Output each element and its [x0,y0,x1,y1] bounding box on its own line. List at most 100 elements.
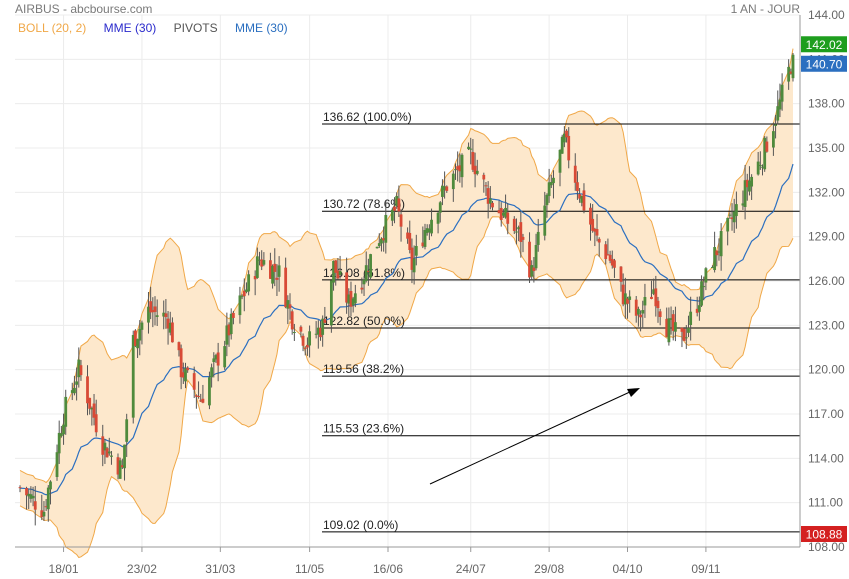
candle-body [260,259,264,267]
candle [414,234,418,266]
candle [140,320,144,345]
candle [366,258,370,286]
candle-body [467,146,470,150]
candle-body [27,493,31,497]
candle [719,223,723,271]
candle [57,420,61,464]
candle [604,241,608,265]
candle-body [347,294,351,304]
candle-body [515,231,518,233]
candle-body [353,293,357,304]
candle [86,365,89,416]
legend-mme-1[interactable]: MME (30) [103,21,157,35]
candle [382,226,386,252]
candle-body [458,165,462,172]
candle [275,264,279,297]
candle [613,258,616,278]
candle [521,233,525,253]
candle [471,139,475,173]
candle [62,413,65,445]
candle [741,190,745,210]
candle [338,255,342,279]
candle-body [573,165,577,183]
candle [79,359,83,381]
candle [216,342,220,382]
candle-body [695,308,699,313]
candle-body [441,185,444,197]
candle-body [567,135,571,161]
candle [323,306,327,324]
candle-body [719,231,723,257]
candle-body [375,246,379,249]
candle [147,291,150,334]
candle [64,389,68,435]
candle [49,480,52,505]
candle-body [582,190,586,211]
candle-body [730,217,734,220]
candle-body [197,396,200,398]
candle-body [18,487,22,489]
mme-30-line [19,163,794,496]
candle [626,296,629,319]
legend-mme-2[interactable]: MME (30) [234,21,288,35]
x-tick-label: 18/01 [49,562,79,576]
candle [214,353,218,363]
candle [199,393,203,402]
candle-body [528,241,531,278]
candle-body [242,290,246,297]
candle [399,209,403,242]
candle [155,299,159,326]
candle [329,280,333,333]
candle [284,257,288,309]
candle-body [652,289,656,294]
pivot-label: 115.53 (23.6%) [323,422,404,436]
candle [451,170,455,202]
legend-pivots[interactable]: PIVOTS [173,21,218,35]
candle-body [286,300,290,309]
candle [225,312,229,357]
candle [149,286,153,320]
candle [484,182,488,196]
candle [406,227,409,244]
candle-body [697,305,701,312]
candle [475,159,479,176]
candlesticks[interactable] [18,52,795,526]
candle [669,306,673,335]
bollinger-fill [20,48,793,558]
candle-body [120,465,124,468]
bollinger-upper [19,48,794,484]
candle [654,275,658,317]
candle [288,293,292,320]
candle [134,329,137,347]
candle-body [499,207,503,221]
candle [33,485,37,526]
candle [255,247,259,279]
candle [131,330,135,424]
candle [269,252,272,279]
y-tick-label: 138.00 [808,97,845,111]
candle [179,344,183,390]
candle-body [240,295,244,297]
candle-body [90,407,94,410]
candle-body [774,124,777,126]
candle-body [55,452,59,478]
candle-body [623,293,627,305]
candle-body [362,279,366,285]
candle [728,212,732,219]
candle-body [445,186,449,191]
candle-body [79,365,83,376]
price-badge: 140.70 [801,55,847,72]
candle-body [689,311,693,325]
candle [332,260,335,291]
candle [469,137,473,165]
candle-body [780,84,784,102]
pivot-label: 130.72 (78.6%) [323,197,405,211]
candle [774,114,777,139]
candle [360,277,364,294]
candle-body [637,308,640,315]
candle-body [787,66,791,82]
candle-body [791,54,795,79]
legend-boll[interactable]: BOLL (20, 2) [18,21,87,35]
candle [116,453,120,480]
